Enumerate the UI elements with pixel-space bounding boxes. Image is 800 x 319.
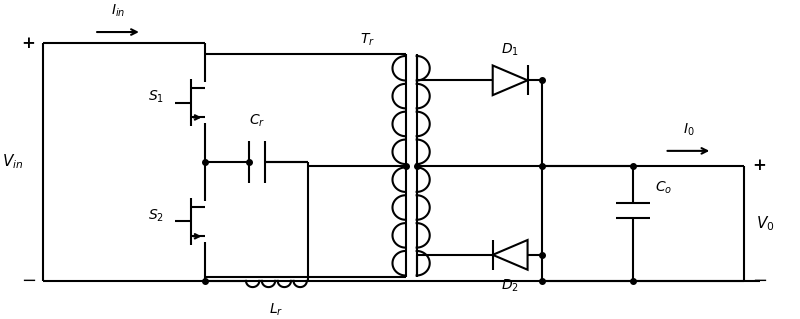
Text: $I_0$: $I_0$ xyxy=(682,121,694,137)
Text: $T_r$: $T_r$ xyxy=(360,32,375,48)
Text: $C_o$: $C_o$ xyxy=(655,180,672,196)
Text: $L_r$: $L_r$ xyxy=(270,302,283,318)
Text: $I_{in}$: $I_{in}$ xyxy=(111,3,125,19)
Text: $D_1$: $D_1$ xyxy=(501,42,519,58)
Text: −: − xyxy=(21,272,36,290)
Text: +: + xyxy=(752,157,766,174)
Text: $D_2$: $D_2$ xyxy=(501,277,519,293)
Text: +: + xyxy=(22,35,35,52)
Text: −: − xyxy=(752,272,767,290)
Text: $S_1$: $S_1$ xyxy=(148,88,164,105)
Text: $S_2$: $S_2$ xyxy=(148,207,164,224)
Text: $V_0$: $V_0$ xyxy=(756,214,774,233)
Text: $C_r$: $C_r$ xyxy=(249,112,265,129)
Text: $V_{in}$: $V_{in}$ xyxy=(2,153,23,171)
